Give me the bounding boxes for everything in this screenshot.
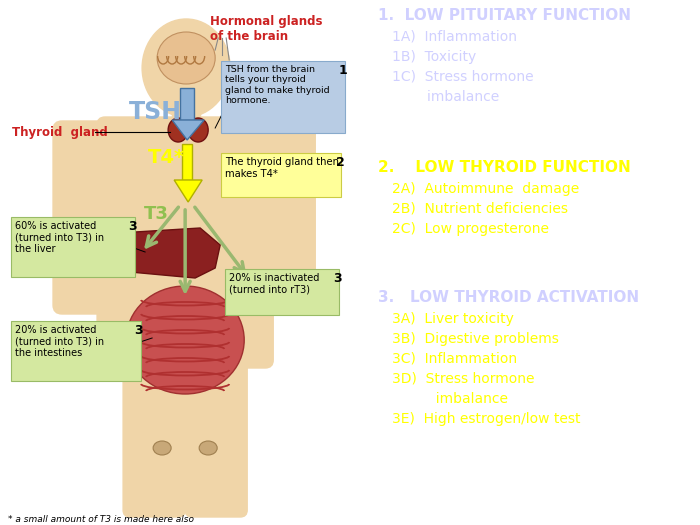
Text: 3D)  Stress hormone: 3D) Stress hormone <box>392 372 535 386</box>
Ellipse shape <box>199 441 217 455</box>
FancyBboxPatch shape <box>221 61 345 133</box>
Text: * a small amount of T3 is made here also: * a small amount of T3 is made here also <box>8 515 194 524</box>
Ellipse shape <box>142 19 230 117</box>
Text: 1A)  Inflammation: 1A) Inflammation <box>392 30 517 44</box>
Ellipse shape <box>188 118 208 142</box>
Text: 1: 1 <box>338 64 347 77</box>
Text: 3C)  Inflammation: 3C) Inflammation <box>392 352 517 366</box>
Text: 3: 3 <box>128 220 136 233</box>
Text: 2A)  Autoimmune  damage: 2A) Autoimmune damage <box>392 182 580 196</box>
FancyBboxPatch shape <box>123 338 185 517</box>
Bar <box>180 88 194 120</box>
Text: 3A)  Liver toxicity: 3A) Liver toxicity <box>392 312 514 326</box>
Polygon shape <box>115 228 220 278</box>
FancyBboxPatch shape <box>11 321 141 381</box>
Bar <box>182 144 192 180</box>
FancyBboxPatch shape <box>97 117 273 368</box>
Ellipse shape <box>126 286 244 394</box>
Ellipse shape <box>168 118 188 142</box>
Text: 60% is activated
(turned into T3) in
the liver: 60% is activated (turned into T3) in the… <box>15 221 104 254</box>
Text: 1B)  Toxicity: 1B) Toxicity <box>392 50 477 64</box>
Text: 3.   LOW THYROID ACTIVATION: 3. LOW THYROID ACTIVATION <box>378 290 639 305</box>
Text: TSH: TSH <box>129 100 181 124</box>
Text: 2B)  Nutrient deficiencies: 2B) Nutrient deficiencies <box>392 202 568 216</box>
Text: imbalance: imbalance <box>392 392 508 406</box>
Text: 1.  LOW PITUITARY FUNCTION: 1. LOW PITUITARY FUNCTION <box>378 8 631 23</box>
Text: T3: T3 <box>144 205 169 223</box>
Text: 3B)  Digestive problems: 3B) Digestive problems <box>392 332 559 346</box>
Polygon shape <box>172 120 204 140</box>
Text: 1C)  Stress hormone: 1C) Stress hormone <box>392 70 534 84</box>
FancyBboxPatch shape <box>185 338 247 517</box>
Text: Thyroid  gland: Thyroid gland <box>12 126 108 139</box>
Ellipse shape <box>153 441 171 455</box>
Text: 2.    LOW THYROID FUNCTION: 2. LOW THYROID FUNCTION <box>378 160 631 175</box>
Text: 3E)  High estrogen/low test: 3E) High estrogen/low test <box>392 412 581 426</box>
Text: 2C)  Low progesterone: 2C) Low progesterone <box>392 222 550 236</box>
FancyBboxPatch shape <box>53 121 119 314</box>
Text: 20% is inactivated
(turned into rT3): 20% is inactivated (turned into rT3) <box>229 273 320 295</box>
Text: 3: 3 <box>134 324 143 337</box>
FancyBboxPatch shape <box>249 121 315 314</box>
Text: 2: 2 <box>336 156 345 169</box>
Text: 3: 3 <box>333 272 342 285</box>
Text: T4*: T4* <box>148 148 185 167</box>
Bar <box>172 105 200 133</box>
Text: Hormonal glands
of the brain: Hormonal glands of the brain <box>210 15 323 43</box>
FancyBboxPatch shape <box>11 217 135 277</box>
Text: TSH from the brain
tells your thyroid
gland to make thyroid
hormone.: TSH from the brain tells your thyroid gl… <box>225 65 330 105</box>
Text: The thyroid gland then
makes T4*: The thyroid gland then makes T4* <box>225 157 340 178</box>
FancyBboxPatch shape <box>225 269 340 315</box>
Text: 20% is activated
(turned into T3) in
the intestines: 20% is activated (turned into T3) in the… <box>15 325 104 358</box>
Text: imbalance: imbalance <box>392 90 500 104</box>
FancyBboxPatch shape <box>221 153 342 197</box>
Polygon shape <box>174 180 202 202</box>
Ellipse shape <box>157 32 215 84</box>
